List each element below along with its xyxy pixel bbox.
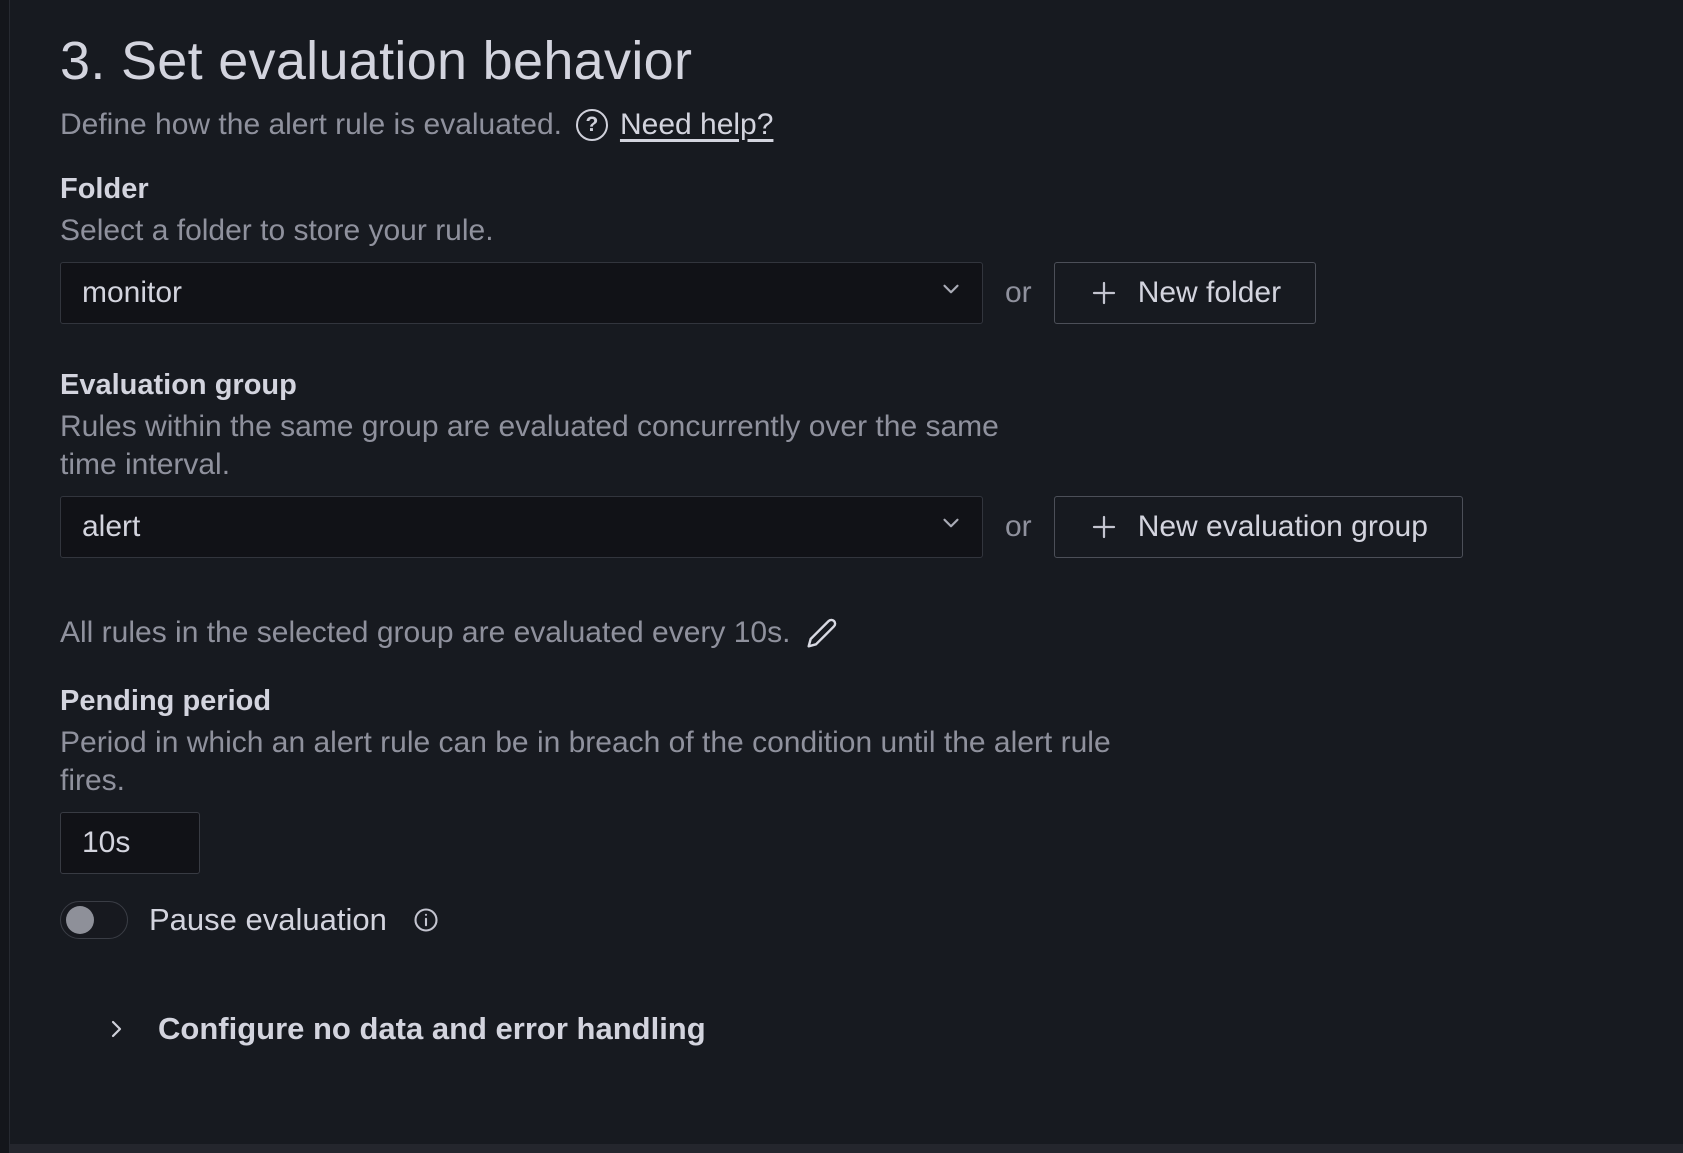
folder-select[interactable]: monitor: [60, 262, 983, 324]
set-evaluation-behavior-panel: 3. Set evaluation behavior Define how th…: [9, 0, 1683, 1153]
or-label: or: [1005, 276, 1032, 309]
evaluation-group-row: alert or New evaluation group: [60, 496, 1683, 558]
toggle-knob: [66, 906, 94, 934]
configure-no-data-toggle[interactable]: Configure no data and error handling: [104, 1009, 1683, 1049]
pause-evaluation-row: Pause evaluation: [60, 901, 1683, 939]
pending-period-label: Pending period: [60, 685, 272, 717]
edit-interval-pencil-icon[interactable]: [806, 617, 838, 649]
evaluation-group-description: Rules within the same group are evaluate…: [60, 410, 999, 481]
folder-description: Select a folder to store your rule.: [60, 214, 494, 247]
pending-period-input[interactable]: [60, 812, 200, 874]
page-title: 3. Set evaluation behavior: [60, 31, 693, 91]
page-subtitle-row: Define how the alert rule is evaluated. …: [60, 106, 1683, 144]
new-folder-button[interactable]: New folder: [1053, 262, 1317, 324]
or-label: or: [1005, 510, 1032, 543]
evaluation-interval-text: All rules in the selected group are eval…: [60, 616, 791, 649]
pending-period-description: Period in which an alert rule can be in …: [60, 726, 1111, 797]
chevron-down-icon: [938, 276, 964, 310]
folder-select-value: monitor: [82, 276, 183, 309]
need-help-link[interactable]: Need help?: [619, 108, 774, 141]
chevron-down-icon: [938, 510, 964, 544]
question-circle-icon: ?: [575, 109, 608, 141]
bottom-panel-edge: [10, 1144, 1683, 1153]
chevron-right-icon: [104, 1017, 128, 1041]
evaluation-group-select-value: alert: [82, 510, 141, 543]
evaluation-group-label: Evaluation group: [60, 369, 297, 401]
new-evaluation-group-button-label: New evaluation group: [1137, 510, 1428, 543]
evaluation-interval-note: All rules in the selected group are eval…: [60, 614, 1683, 652]
pause-evaluation-label: Pause evaluation: [149, 902, 387, 937]
new-evaluation-group-button[interactable]: New evaluation group: [1053, 496, 1463, 558]
configure-no-data-label: Configure no data and error handling: [158, 1011, 706, 1046]
info-circle-icon[interactable]: [412, 906, 440, 934]
folder-row: monitor or New folder: [60, 262, 1683, 324]
evaluation-group-select[interactable]: alert: [60, 496, 983, 558]
page-subtitle: Define how the alert rule is evaluated.: [60, 108, 562, 141]
folder-label: Folder: [60, 173, 149, 205]
plus-icon: [1089, 278, 1119, 308]
pause-evaluation-toggle[interactable]: [60, 901, 128, 939]
plus-icon: [1089, 512, 1119, 542]
new-folder-button-label: New folder: [1137, 276, 1282, 309]
